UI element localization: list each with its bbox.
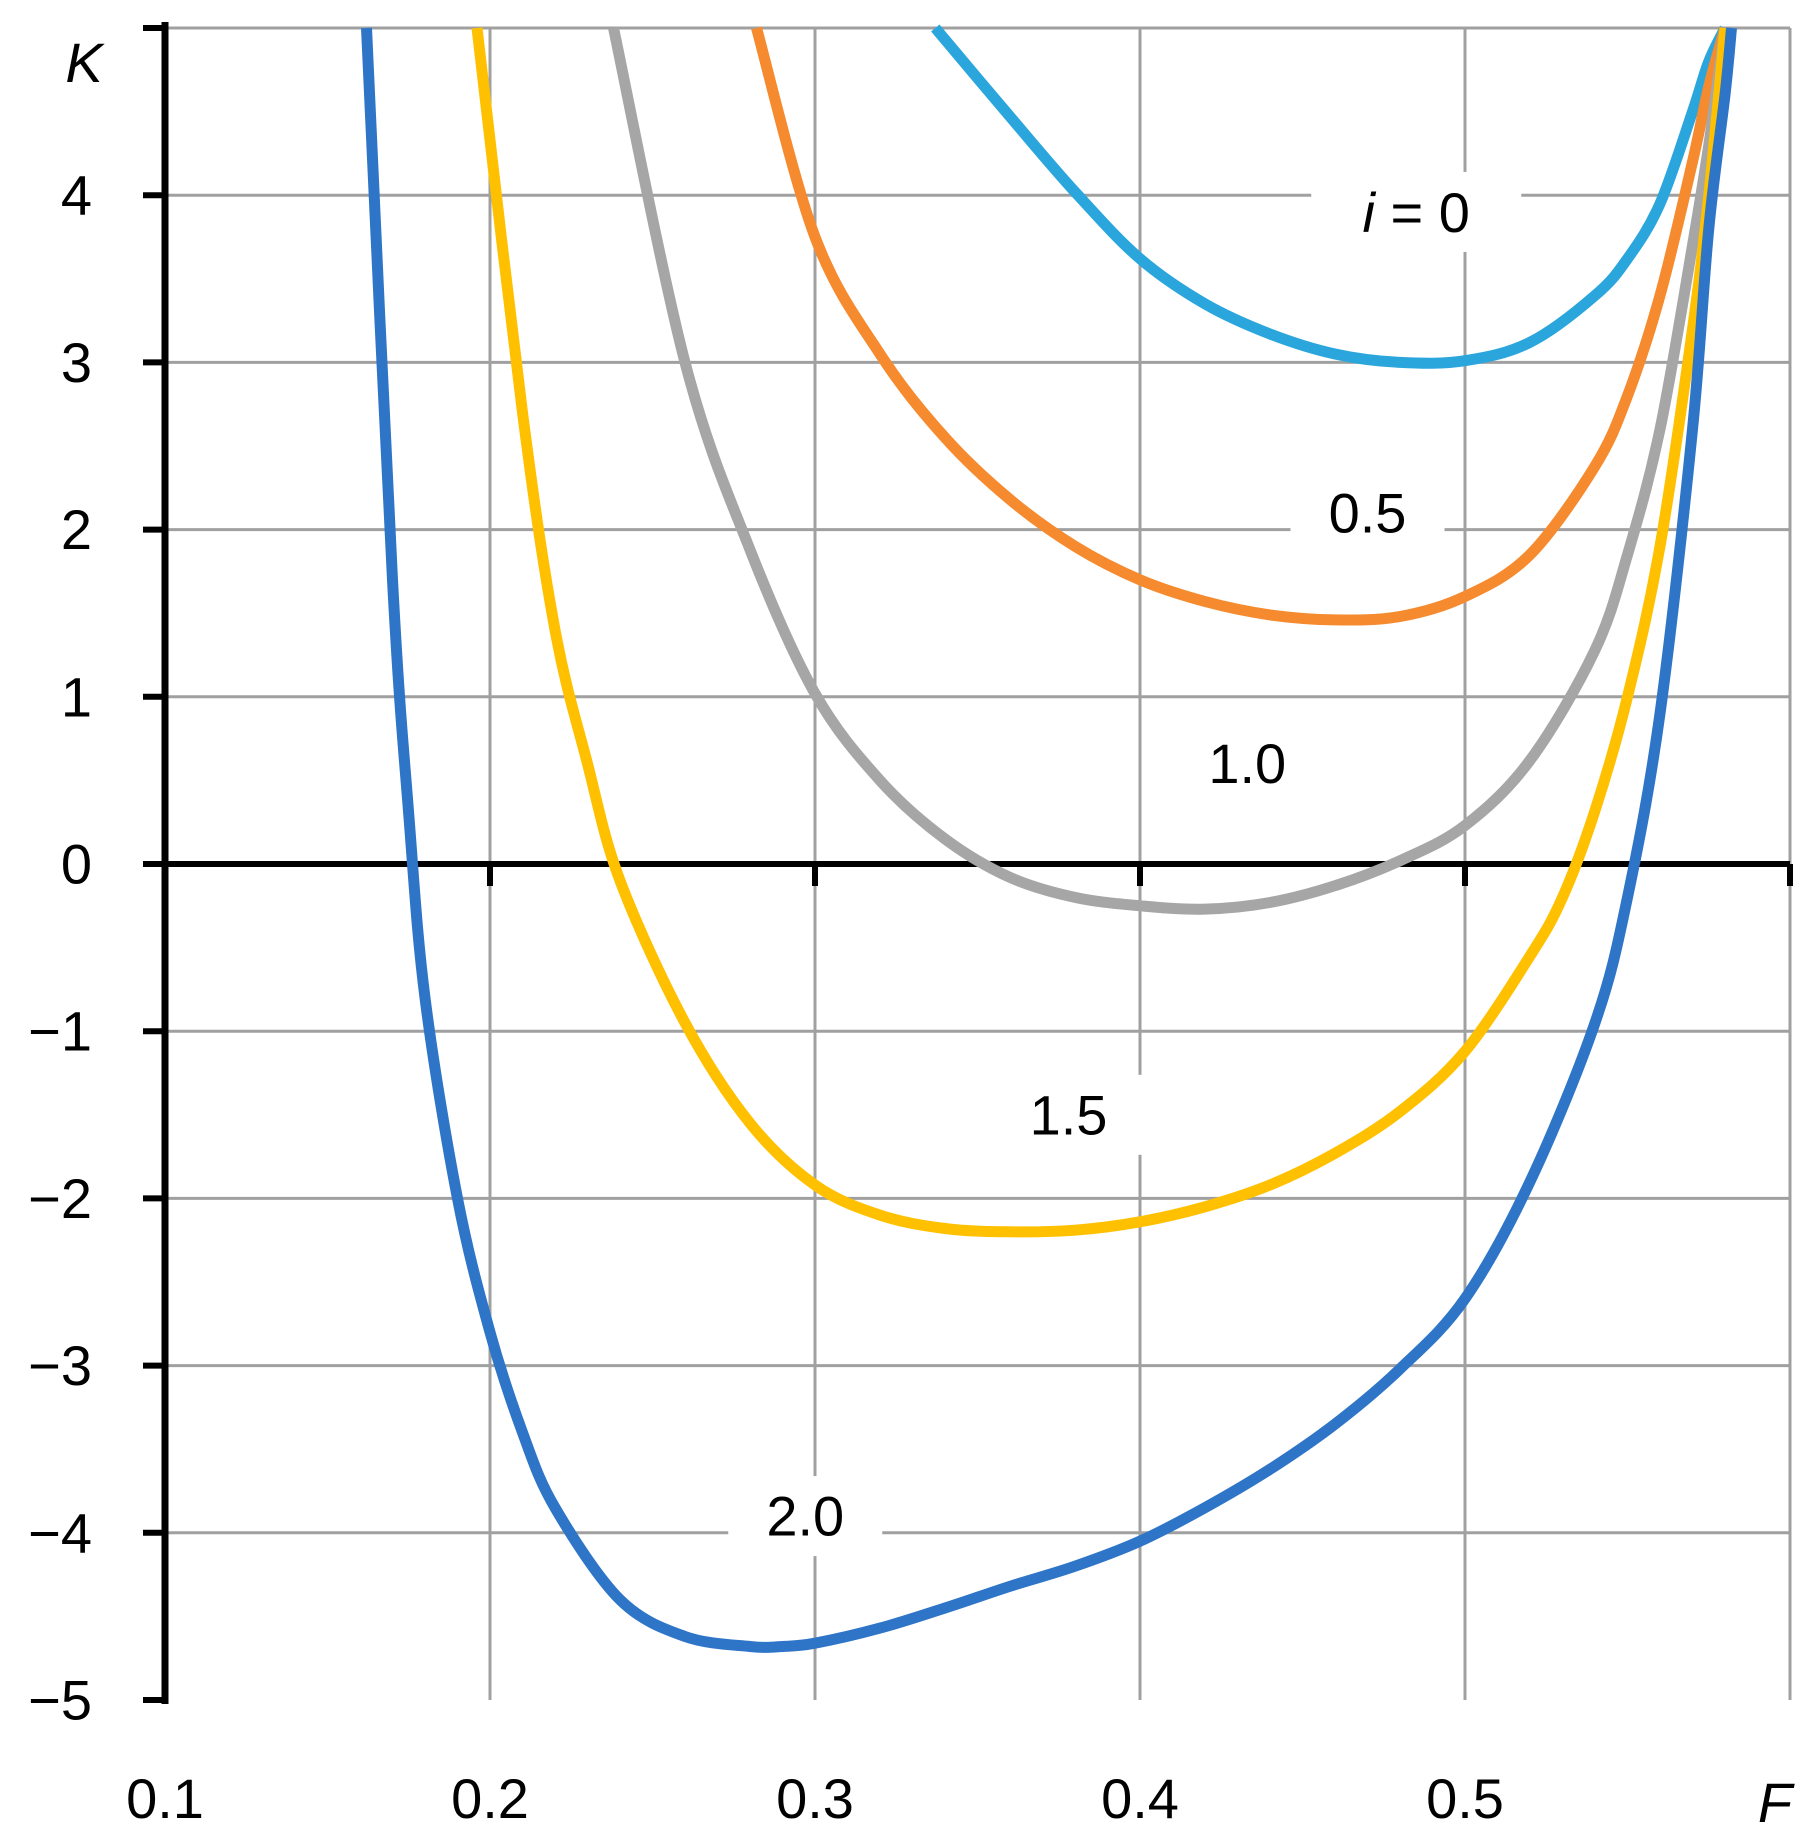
tick-labels: 0.1 0.2 0.3 0.4 0.5 −5 −4 −3 −2 −1 0 1 2 3 4 (28, 164, 1504, 1830)
y-tick-label: −3 (28, 1334, 92, 1397)
x-axis-title: F (1758, 1771, 1795, 1834)
series-line-i-0 (931, 24, 1730, 369)
curve-label: 1.0 (1208, 732, 1286, 795)
y-tick-label: 0 (61, 833, 92, 896)
y-tick-label: −1 (28, 1000, 92, 1063)
curve-label-background (1170, 723, 1325, 804)
x-tick-label: 0.3 (776, 1767, 854, 1830)
series-line-0-5 (751, 26, 1731, 626)
y-tick-label: 1 (61, 665, 92, 728)
x-tick-label: 0.2 (451, 1767, 529, 1830)
y-tick-label: −4 (28, 1501, 92, 1564)
y-tick-label: −5 (28, 1669, 92, 1732)
curve-label-background (1311, 171, 1522, 252)
curve-label-background (1290, 472, 1445, 553)
curve-label-italic-part: i (1363, 180, 1377, 243)
x-tick-label: 0.1 (126, 1767, 204, 1830)
series-line-1-0 (608, 26, 1731, 915)
x-tick-label: 0.4 (1101, 1767, 1179, 1830)
curve-label: 2.0 (766, 1485, 844, 1548)
y-tick-label: 3 (61, 331, 92, 394)
curve-label-rest: = 0 (1375, 180, 1470, 243)
series-lines (361, 24, 1737, 1653)
series-line-2-0 (361, 27, 1737, 1653)
series-line-1-5 (471, 27, 1731, 1238)
y-tick-label: 2 (61, 498, 92, 561)
curve-label: i = 0 (1363, 180, 1470, 243)
curve-label: 1.5 (1030, 1083, 1108, 1146)
curve-label-background (728, 1476, 883, 1557)
y-axis-title: K (65, 31, 105, 94)
curve-label-background (991, 1074, 1146, 1155)
x-tick-label: 0.5 (1426, 1767, 1504, 1830)
curve-label-backgrounds (728, 171, 1522, 1557)
curve-label: 0.5 (1329, 481, 1407, 544)
y-tick-label: −2 (28, 1167, 92, 1230)
y-tick-label: 4 (61, 164, 92, 227)
curve-labels: i = 0 0.5 1.0 1.5 2.0 (766, 180, 1470, 1547)
